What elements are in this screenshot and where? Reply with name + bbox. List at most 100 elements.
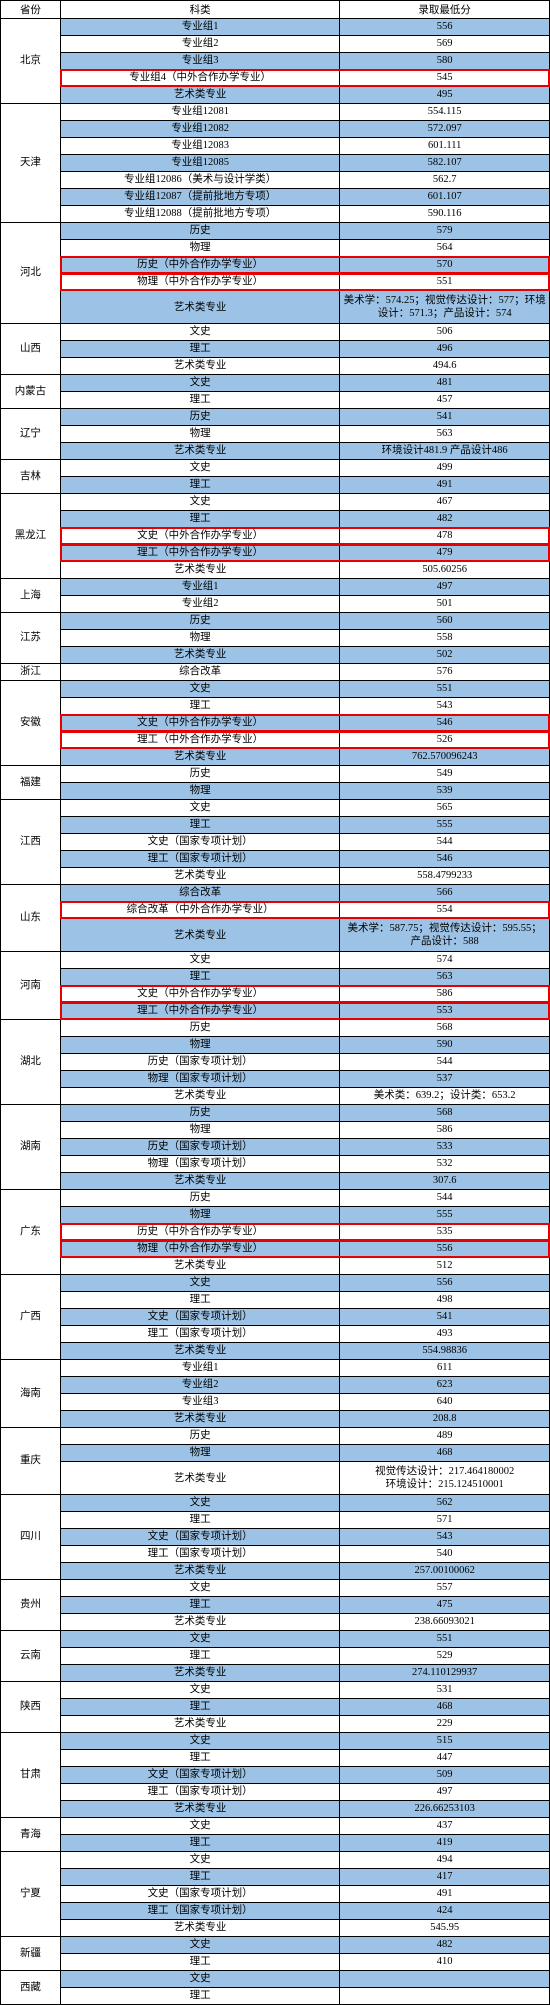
table-row: 理工410 [1,1954,550,1971]
category-cell: 文史 [60,1971,339,1988]
category-cell: 文史 [60,460,339,477]
category-cell: 历史 [60,223,339,240]
score-cell: 478 [340,528,550,545]
category-cell: 艺术类专业 [60,1411,339,1428]
table-row: 理工（中外合作办学专业）479 [1,545,550,562]
category-cell: 物理 [60,1122,339,1139]
category-cell: 文史（中外合作办学专业） [60,986,339,1003]
table-row: 新疆文史482 [1,1937,550,1954]
table-row: 湖南历史568 [1,1105,550,1122]
score-cell: 468 [340,1445,550,1462]
score-cell: 501 [340,596,550,613]
category-cell: 文史（国家专项计划） [60,1529,339,1546]
category-cell: 理工 [60,1835,339,1852]
score-cell: 544 [340,834,550,851]
score-cell: 551 [340,681,550,698]
score-cell: 537 [340,1071,550,1088]
category-cell: 理工 [60,1597,339,1614]
score-cell: 574 [340,952,550,969]
table-row: 甘肃文史515 [1,1733,550,1750]
category-cell: 艺术类专业 [60,1462,339,1495]
table-row: 广东历史544 [1,1190,550,1207]
table-row: 贵州文史557 [1,1580,550,1597]
table-row: 山东综合改革566 [1,885,550,902]
table-row: 物理539 [1,783,550,800]
table-row: 理工（国家专项计划）497 [1,1784,550,1801]
score-cell: 554.115 [340,104,550,121]
score-cell: 640 [340,1394,550,1411]
score-cell: 579 [340,223,550,240]
category-cell: 专业组2 [60,36,339,53]
province-cell: 西藏 [1,1971,61,2005]
table-row: 专业组3640 [1,1394,550,1411]
score-cell: 576 [340,664,550,681]
province-cell: 湖北 [1,1020,61,1105]
table-row: 物理468 [1,1445,550,1462]
category-cell: 艺术类专业 [60,1173,339,1190]
table-row: 专业组2623 [1,1377,550,1394]
table-row: 文史（国家专项计划）509 [1,1767,550,1784]
province-cell: 海南 [1,1360,61,1428]
table-row: 艺术类专业274.110129937 [1,1665,550,1682]
category-cell: 物理 [60,240,339,257]
score-cell: 494.6 [340,358,550,375]
score-cell: 549 [340,766,550,783]
category-cell: 专业组2 [60,596,339,613]
province-cell: 贵州 [1,1580,61,1631]
category-cell: 物理 [60,783,339,800]
table-body: 北京专业组1556专业组2569专业组3580专业组4（中外合作办学专业）545… [1,19,550,2005]
category-cell: 理工 [60,1648,339,1665]
table-row: 专业组12083601.111 [1,138,550,155]
table-row: 理工529 [1,1648,550,1665]
score-cell: 482 [340,511,550,528]
category-cell: 艺术类专业 [60,562,339,579]
category-cell: 文史（中外合作办学专业） [60,715,339,732]
category-cell: 艺术类专业 [60,1343,339,1360]
score-cell: 515 [340,1733,550,1750]
score-cell: 590 [340,1037,550,1054]
table-row: 宁夏文史494 [1,1852,550,1869]
category-cell: 理工 [60,341,339,358]
category-cell: 专业组12086（美术与设计学类） [60,172,339,189]
table-row: 黑龙江文史467 [1,494,550,511]
category-cell: 艺术类专业 [60,749,339,766]
score-cell: 497 [340,579,550,596]
score-cell: 497 [340,1784,550,1801]
score-cell: 556 [340,19,550,36]
score-cell: 601.107 [340,189,550,206]
category-cell: 专业组2 [60,1377,339,1394]
category-cell: 专业组1 [60,19,339,36]
table-row: 理工447 [1,1750,550,1767]
table-row: 理工（中外合作办学专业）553 [1,1003,550,1020]
score-cell: 580 [340,53,550,70]
score-cell: 498 [340,1292,550,1309]
category-cell: 物理 [60,1207,339,1224]
score-cell: 491 [340,1886,550,1903]
category-cell: 艺术类专业 [60,919,339,952]
category-cell: 艺术类专业 [60,1563,339,1580]
score-cell: 496 [340,341,550,358]
category-cell: 理工 [60,477,339,494]
category-cell: 艺术类专业 [60,1665,339,1682]
score-cell: 572.097 [340,121,550,138]
score-cell: 417 [340,1869,550,1886]
score-cell: 419 [340,1835,550,1852]
category-cell: 文史 [60,1275,339,1292]
province-cell: 内蒙古 [1,375,61,409]
table-row: 理工（国家专项计划）493 [1,1326,550,1343]
category-cell: 理工 [60,511,339,528]
category-cell: 理工（国家专项计划） [60,1903,339,1920]
table-row: 物理563 [1,426,550,443]
score-cell: 475 [340,1597,550,1614]
score-cell: 533 [340,1139,550,1156]
category-cell: 历史 [60,1105,339,1122]
header-row: 省份 科类 录取最低分 [1,1,550,19]
province-cell: 浙江 [1,664,61,681]
table-row: 专业组12087（提前批地方专项）601.107 [1,189,550,206]
table-row: 艺术类专业307.6 [1,1173,550,1190]
category-cell: 专业组12082 [60,121,339,138]
table-row: 理工563 [1,969,550,986]
category-cell: 艺术类专业 [60,1258,339,1275]
category-cell: 文史 [60,494,339,511]
table-row: 艺术类专业226.66253103 [1,1801,550,1818]
